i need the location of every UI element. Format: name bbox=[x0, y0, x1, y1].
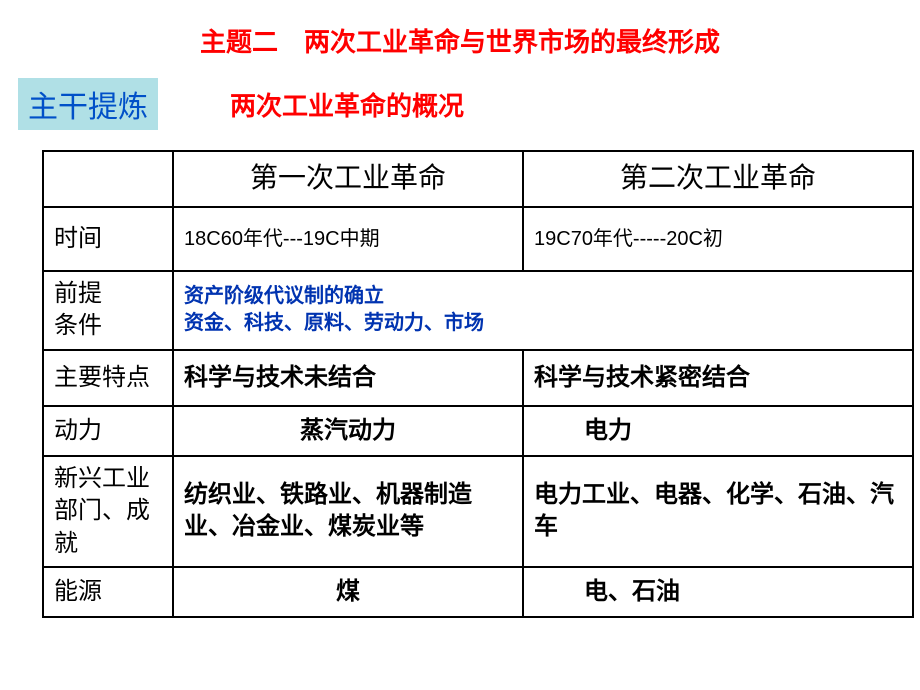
row-label-line: 前提 bbox=[54, 278, 162, 310]
table-header-row: 第一次工业革命 第二次工业革命 bbox=[43, 151, 913, 207]
cell-prereq: 资产阶级代议制的确立 资金、科技、原料、劳动力、市场 bbox=[173, 271, 913, 350]
table-row: 前提 条件 资产阶级代议制的确立 资金、科技、原料、劳动力、市场 bbox=[43, 271, 913, 350]
row-label-industry: 新兴工业 部门、成 就 bbox=[43, 456, 173, 567]
section-label: 主干提炼 bbox=[18, 78, 158, 130]
row-label-line: 新兴工业 bbox=[54, 463, 162, 495]
prereq-line1: 资产阶级代议制的确立 bbox=[184, 283, 902, 310]
table-row: 动力 蒸汽动力 电力 bbox=[43, 406, 913, 456]
comparison-table: 第一次工业革命 第二次工业革命 时间 18C60年代---19C中期 19C70… bbox=[42, 150, 914, 618]
cell-energy-1: 煤 bbox=[173, 567, 523, 617]
table-header-empty bbox=[43, 151, 173, 207]
row-label-line: 就 bbox=[54, 528, 162, 560]
cell-feature-2: 科学与技术紧密结合 bbox=[523, 350, 913, 406]
cell-time-2: 19C70年代-----20C初 bbox=[523, 207, 913, 271]
row-label-power: 动力 bbox=[43, 406, 173, 456]
cell-industry-1: 纺织业、铁路业、机器制造业、冶金业、煤炭业等 bbox=[173, 456, 523, 567]
table-header-col1: 第一次工业革命 bbox=[173, 151, 523, 207]
row-label-energy: 能源 bbox=[43, 567, 173, 617]
table-row: 时间 18C60年代---19C中期 19C70年代-----20C初 bbox=[43, 207, 913, 271]
row-label-time: 时间 bbox=[43, 207, 173, 271]
page-title: 主题二 两次工业革命与世界市场的最终形成 bbox=[0, 22, 920, 59]
prereq-line2: 资金、科技、原料、劳动力、市场 bbox=[184, 310, 902, 337]
table-row: 新兴工业 部门、成 就 纺织业、铁路业、机器制造业、冶金业、煤炭业等 电力工业、… bbox=[43, 456, 913, 567]
cell-energy-2: 电、石油 bbox=[523, 567, 913, 617]
row-label-prereq: 前提 条件 bbox=[43, 271, 173, 350]
subtitle: 两次工业革命的概况 bbox=[230, 86, 464, 123]
cell-power-1: 蒸汽动力 bbox=[173, 406, 523, 456]
row-label-line: 条件 bbox=[54, 310, 162, 342]
cell-power-2: 电力 bbox=[523, 406, 913, 456]
cell-feature-1: 科学与技术未结合 bbox=[173, 350, 523, 406]
cell-time-1: 18C60年代---19C中期 bbox=[173, 207, 523, 271]
table-row: 主要特点 科学与技术未结合 科学与技术紧密结合 bbox=[43, 350, 913, 406]
row-label-line: 部门、成 bbox=[54, 495, 162, 527]
table-header-col2: 第二次工业革命 bbox=[523, 151, 913, 207]
row-label-feature: 主要特点 bbox=[43, 350, 173, 406]
table-row: 能源 煤 电、石油 bbox=[43, 567, 913, 617]
cell-industry-2: 电力工业、电器、化学、石油、汽车 bbox=[523, 456, 913, 567]
